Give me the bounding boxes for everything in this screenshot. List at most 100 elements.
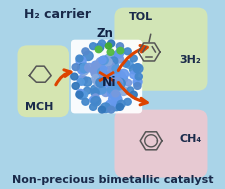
Circle shape xyxy=(130,55,137,62)
Circle shape xyxy=(93,61,103,71)
Circle shape xyxy=(104,78,111,84)
Circle shape xyxy=(115,71,125,81)
Circle shape xyxy=(95,43,104,51)
FancyBboxPatch shape xyxy=(71,40,142,113)
Circle shape xyxy=(134,83,141,89)
Circle shape xyxy=(112,90,119,97)
Circle shape xyxy=(116,43,124,50)
Circle shape xyxy=(100,74,108,82)
Circle shape xyxy=(103,79,111,86)
Circle shape xyxy=(98,68,106,76)
Circle shape xyxy=(117,100,125,108)
Circle shape xyxy=(79,66,89,75)
Circle shape xyxy=(92,74,101,83)
Text: Ni: Ni xyxy=(102,76,117,89)
Circle shape xyxy=(90,66,98,74)
Circle shape xyxy=(98,79,105,86)
Circle shape xyxy=(83,51,93,61)
Circle shape xyxy=(78,79,84,85)
Text: Non-precious bimetallic catalyst: Non-precious bimetallic catalyst xyxy=(12,175,213,185)
Circle shape xyxy=(127,87,134,93)
Circle shape xyxy=(102,75,109,82)
Circle shape xyxy=(109,95,118,104)
Circle shape xyxy=(77,75,87,85)
Circle shape xyxy=(76,56,86,66)
Circle shape xyxy=(105,43,112,49)
Circle shape xyxy=(100,72,109,81)
Circle shape xyxy=(85,63,94,72)
Circle shape xyxy=(116,55,124,63)
Circle shape xyxy=(107,62,115,69)
Circle shape xyxy=(76,91,83,98)
Circle shape xyxy=(107,89,116,97)
Circle shape xyxy=(97,78,103,84)
Circle shape xyxy=(105,77,114,85)
Circle shape xyxy=(100,66,107,72)
Circle shape xyxy=(99,56,108,64)
Circle shape xyxy=(103,73,112,82)
Circle shape xyxy=(121,76,127,82)
Circle shape xyxy=(91,69,100,77)
Circle shape xyxy=(110,57,118,65)
Circle shape xyxy=(94,86,104,94)
Circle shape xyxy=(102,89,110,97)
Circle shape xyxy=(80,77,88,84)
Circle shape xyxy=(101,73,108,80)
Circle shape xyxy=(106,54,113,61)
Circle shape xyxy=(107,49,114,55)
Circle shape xyxy=(108,106,115,113)
Circle shape xyxy=(96,78,106,87)
Circle shape xyxy=(105,74,115,84)
Circle shape xyxy=(82,48,89,55)
Circle shape xyxy=(111,71,120,79)
Circle shape xyxy=(130,91,137,98)
Circle shape xyxy=(109,68,115,74)
Circle shape xyxy=(103,73,112,81)
Circle shape xyxy=(111,68,121,78)
Circle shape xyxy=(112,71,119,78)
Circle shape xyxy=(99,65,105,71)
Circle shape xyxy=(133,64,143,73)
Circle shape xyxy=(94,76,103,85)
Circle shape xyxy=(124,98,131,105)
Circle shape xyxy=(101,103,111,113)
Circle shape xyxy=(77,64,87,73)
Text: MCH: MCH xyxy=(25,102,54,112)
Circle shape xyxy=(107,71,115,78)
Circle shape xyxy=(90,43,97,50)
Circle shape xyxy=(105,100,115,110)
Circle shape xyxy=(112,65,120,73)
Circle shape xyxy=(124,48,131,55)
Circle shape xyxy=(100,72,107,79)
Circle shape xyxy=(91,61,100,69)
Circle shape xyxy=(97,74,105,82)
Circle shape xyxy=(109,60,118,69)
Circle shape xyxy=(111,85,120,93)
Circle shape xyxy=(101,71,109,79)
Text: 3H₂: 3H₂ xyxy=(180,56,202,65)
Circle shape xyxy=(108,76,116,84)
Circle shape xyxy=(99,76,109,85)
Circle shape xyxy=(83,87,91,94)
Circle shape xyxy=(96,57,106,67)
Circle shape xyxy=(94,77,104,87)
Circle shape xyxy=(119,87,128,95)
Circle shape xyxy=(116,47,125,55)
Circle shape xyxy=(115,50,123,58)
Circle shape xyxy=(113,78,123,87)
Circle shape xyxy=(90,104,97,110)
Text: H₂ carrier: H₂ carrier xyxy=(24,8,91,21)
Circle shape xyxy=(104,83,112,91)
Circle shape xyxy=(98,40,106,47)
Circle shape xyxy=(135,73,142,80)
Text: TOL: TOL xyxy=(129,12,153,22)
Circle shape xyxy=(108,40,115,47)
FancyBboxPatch shape xyxy=(115,110,207,178)
Circle shape xyxy=(99,76,109,85)
Circle shape xyxy=(76,89,85,97)
Circle shape xyxy=(116,104,124,110)
Circle shape xyxy=(96,83,104,91)
Circle shape xyxy=(91,97,101,106)
Circle shape xyxy=(72,83,79,89)
Circle shape xyxy=(101,57,108,64)
